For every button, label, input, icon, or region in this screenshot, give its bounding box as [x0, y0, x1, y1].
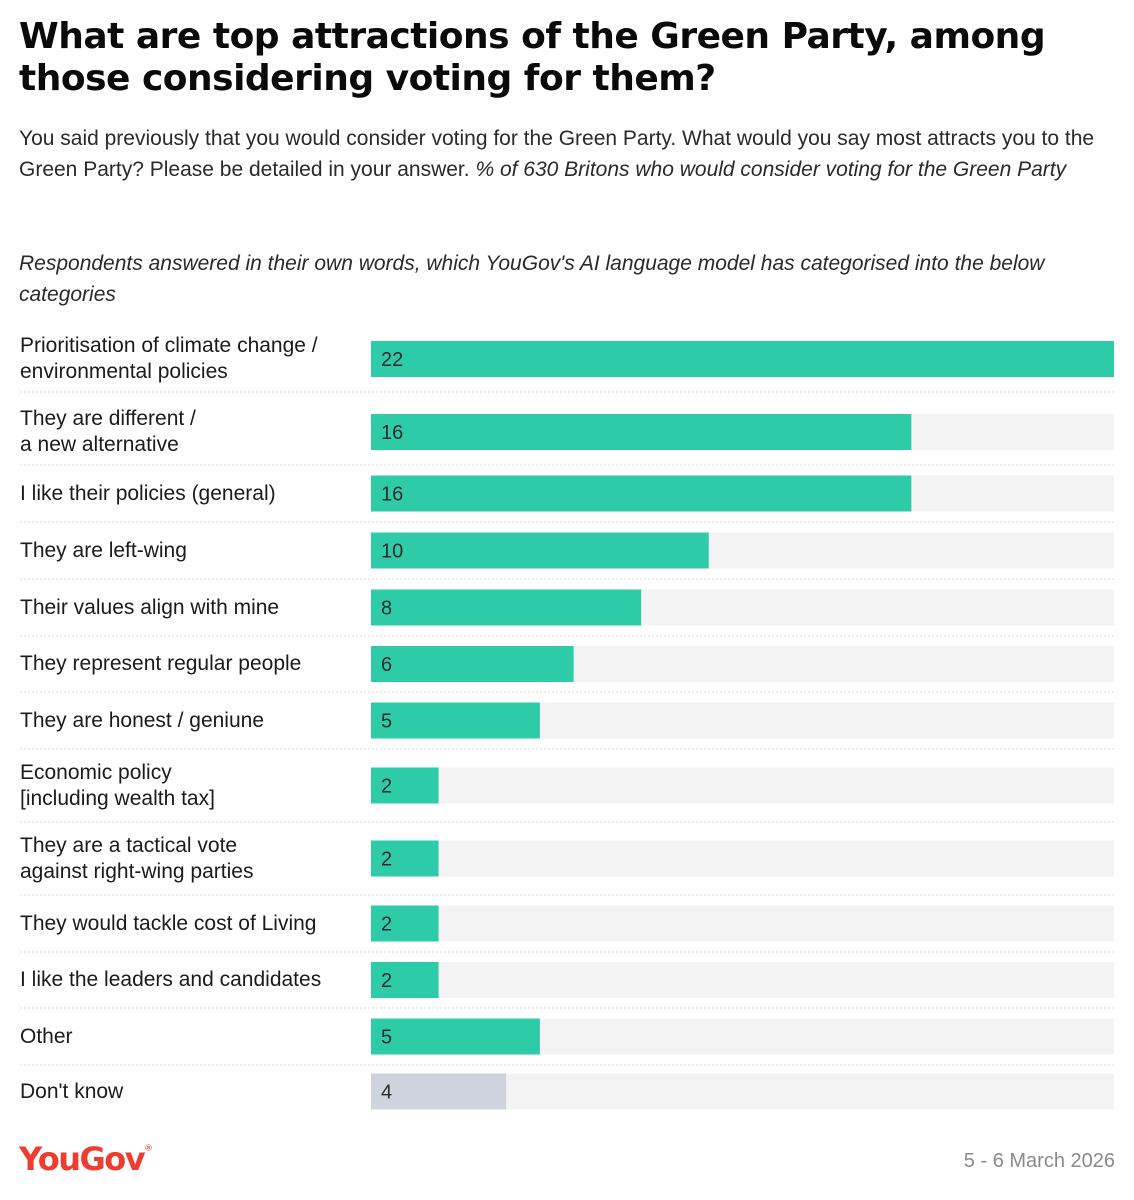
category-label-line: They are left-wing: [20, 538, 187, 562]
category-label: They are honest / geniune: [20, 708, 365, 734]
bar-value-label: 5: [381, 1027, 392, 1049]
category-label-line: I like their policies (general): [20, 481, 276, 505]
bar: [371, 962, 439, 998]
category-label: They are left-wing: [20, 538, 365, 564]
category-label: I like their policies (general): [20, 481, 365, 507]
category-label: They are different / a new alternative: [20, 406, 365, 458]
category-label: Their values align with mine: [20, 595, 365, 621]
bar-track: [371, 767, 1114, 804]
category-label: They represent regular people: [20, 651, 365, 677]
bar-value-label: 16: [381, 422, 403, 444]
category-label-line: against right-wing parties: [20, 859, 254, 883]
bar: [371, 767, 439, 804]
chart-subtitle: You said previously that you would consi…: [19, 123, 1114, 185]
bar: [371, 840, 439, 877]
category-label-line: Other: [20, 1024, 73, 1048]
bar: [371, 702, 540, 739]
bar: [371, 589, 642, 626]
bar-track: [371, 905, 1114, 942]
category-label-line: They represent regular people: [20, 652, 302, 675]
bar-value-label: 8: [381, 598, 392, 620]
methodology-note: Respondents answered in their own words,…: [19, 252, 1045, 306]
category-label-line: Don't know: [20, 1079, 124, 1103]
chart-title: What are top attractions of the Green Pa…: [19, 16, 1046, 99]
bar-value-label: 2: [381, 970, 392, 992]
bar-track: [371, 962, 1114, 998]
category-label-line: environmental policies: [20, 360, 228, 383]
category-label-line: Prioritisation of climate change /: [20, 334, 318, 357]
bar-value-label: 22: [381, 349, 403, 371]
bar-value-label: 6: [381, 654, 392, 676]
bar-value-label: 2: [381, 914, 392, 936]
bar: [371, 905, 439, 942]
category-label: Don't know: [20, 1079, 365, 1105]
category-label: Prioritisation of climate change / enviro…: [20, 333, 365, 385]
category-label-line: They are different /: [20, 407, 196, 430]
bar-value-label: 5: [381, 711, 392, 733]
category-label-line: Their values align with mine: [20, 595, 280, 619]
category-label: They are a tactical vote against right-wi…: [20, 833, 365, 885]
bar-value-label: 2: [381, 849, 392, 871]
base-description: % of 630 Britons who would consider voti…: [475, 158, 1067, 181]
bar: [371, 341, 1114, 377]
bar-value-label: 4: [381, 1082, 392, 1104]
category-label: They would tackle cost of Living: [20, 911, 365, 937]
bar: [371, 475, 912, 512]
bar-track: [371, 840, 1114, 877]
bar: [371, 1073, 507, 1110]
category-label-line: a new alternative: [20, 433, 179, 456]
bar-value-label: 10: [381, 541, 403, 563]
bar: [371, 1018, 540, 1055]
category-label-line: [including wealth tax]: [20, 786, 215, 810]
category-label: Other: [20, 1024, 365, 1050]
category-label: I like the leaders and candidates: [20, 967, 365, 993]
fieldwork-date: 5 - 6 March 2026: [963, 1150, 1115, 1172]
category-label-line: They would tackle cost of Living: [20, 911, 317, 935]
category-label-line: I like the leaders and candidates: [20, 968, 322, 991]
category-label-line: They are a tactical vote: [20, 833, 238, 857]
bar: [371, 532, 709, 569]
bar-value-label: 2: [381, 776, 392, 798]
category-label: Economic policy [including wealth tax]: [20, 760, 365, 812]
category-label-line: They are honest / geniune: [20, 708, 265, 732]
brand-name: YouGov: [19, 1140, 146, 1178]
category-label-line: Economic policy: [20, 760, 172, 784]
bar: [371, 414, 912, 450]
question-text: You said previously that you would consi…: [19, 127, 1095, 181]
bar: [371, 646, 574, 682]
yougov-logo: YouGov®: [19, 1140, 154, 1178]
bar-value-label: 16: [381, 484, 403, 506]
